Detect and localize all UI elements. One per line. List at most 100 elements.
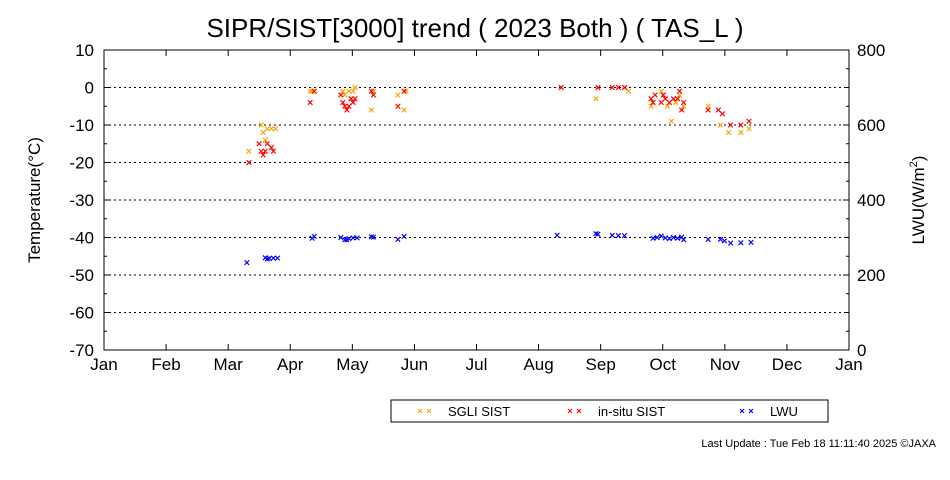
data-point (260, 129, 266, 136)
y-tick-label: -70 (69, 341, 94, 360)
data-point (274, 255, 281, 261)
data-point (272, 126, 279, 132)
data-point (311, 233, 317, 240)
x-tick-label: Nov (710, 355, 741, 374)
data-point (676, 88, 683, 94)
axis-ticks: 10 0 -10 -20 -30 -40 -50 -60 -70 800 600 400 200 0 Jan… (69, 41, 885, 374)
y-axis-label: Temperature(°C) (25, 137, 44, 263)
data-point (666, 235, 673, 242)
data-point (311, 88, 317, 94)
data-point (350, 235, 356, 241)
data-point (368, 107, 375, 113)
data-point (395, 236, 401, 243)
y-tick-label: 10 (75, 41, 94, 60)
data-point (340, 88, 346, 94)
data-point (615, 232, 622, 239)
data-point (654, 234, 660, 241)
legend: SGLI SIST in-situ SIST LWU (390, 399, 829, 423)
x-tick-label: Jan (90, 355, 117, 374)
data-point (609, 232, 615, 238)
data-point (664, 103, 671, 109)
data-point (658, 88, 664, 94)
data-point (680, 237, 687, 243)
data-point (342, 103, 348, 109)
data-point (350, 99, 356, 106)
y2-tick-label: 400 (857, 191, 885, 210)
data-point (746, 126, 752, 132)
data-point (621, 84, 628, 91)
legend-marker (567, 408, 573, 414)
data-point (648, 103, 654, 109)
data-point (719, 111, 726, 117)
data-point (727, 122, 734, 128)
y2-axis-label: LWU(W/m2) (908, 156, 928, 245)
y2-axis-label-main: LWU(W/m (909, 167, 928, 244)
x-tick-label: Dec (772, 355, 803, 374)
data-point (246, 159, 252, 166)
data-point (558, 84, 564, 91)
data-point (725, 129, 732, 136)
data-point (554, 232, 560, 238)
data-point (615, 84, 622, 91)
data-point (309, 88, 315, 94)
data-point (258, 122, 264, 128)
data-point (727, 240, 734, 246)
data-point (648, 96, 654, 102)
y-tick-label: -20 (69, 154, 94, 173)
y-tick-label: -60 (69, 304, 94, 323)
y2-tick-label: 0 (857, 341, 866, 360)
data-point (258, 148, 264, 154)
data-point (260, 152, 266, 158)
data-point (595, 84, 601, 91)
y-tick-label: -40 (69, 229, 94, 248)
data-point (246, 148, 252, 154)
data-points (244, 84, 754, 266)
x-tick-label: Sep (586, 355, 616, 374)
legend-box (390, 399, 829, 423)
data-point (307, 88, 313, 94)
y2-tick-label: 200 (857, 266, 885, 285)
data-point (395, 92, 401, 98)
data-point (738, 129, 744, 136)
data-point (262, 148, 268, 154)
x-tick-label: May (336, 355, 369, 374)
y2-tick-label: 600 (857, 116, 885, 135)
data-point (668, 118, 675, 124)
y2-axis-label-sup: 2 (908, 161, 920, 167)
data-point (264, 141, 270, 147)
y-tick-label: -50 (69, 266, 94, 285)
data-point (401, 107, 407, 113)
data-point (370, 234, 377, 240)
data-point (352, 84, 358, 91)
x-tick-label: Mar (214, 355, 244, 374)
data-point (593, 96, 599, 102)
y-tick-label: -10 (69, 116, 94, 135)
data-point (270, 148, 277, 154)
data-point (746, 118, 752, 124)
data-point (348, 96, 354, 102)
data-point (670, 234, 677, 241)
x-tick-label: Apr (277, 355, 304, 374)
data-point (403, 88, 409, 94)
data-point (346, 235, 352, 242)
data-point (264, 126, 270, 132)
x-tick-label: Aug (523, 355, 553, 374)
data-point (338, 92, 344, 98)
y-tick-label: -30 (69, 191, 94, 210)
x-tick-label: Jun (401, 355, 428, 374)
data-point (658, 99, 664, 106)
y-tick-label: 0 (85, 79, 94, 98)
y2-tick-label: 800 (857, 41, 885, 60)
data-point (650, 99, 656, 106)
legend-marker (426, 408, 432, 414)
data-point (346, 88, 352, 94)
y2-axis-label-end: ) (909, 156, 928, 162)
x-tick-label: Feb (151, 355, 180, 374)
legend-marker (417, 408, 423, 414)
data-point (738, 240, 744, 246)
data-point (268, 144, 275, 151)
data-point (738, 122, 744, 128)
grid-lines (104, 87, 849, 313)
legend-label: SGLI SIST (448, 404, 510, 419)
